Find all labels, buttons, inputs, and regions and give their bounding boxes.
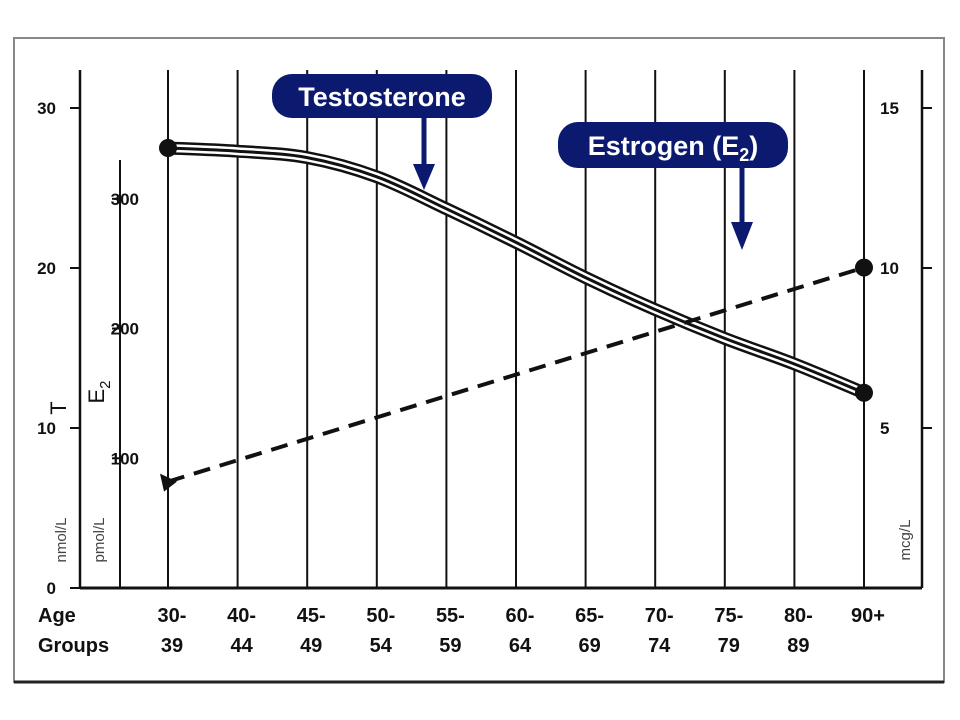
testosterone-arrow-head — [413, 164, 435, 190]
age-group-label-line1: 30- — [158, 605, 187, 627]
t-axis-label: T — [46, 401, 71, 414]
estrogen-line — [167, 265, 865, 484]
age-group-label-line1: 40- — [227, 605, 256, 627]
age-group-label-line2: 89 — [787, 635, 809, 657]
estrogen-badge-label: Estrogen (E2) — [588, 131, 759, 165]
row-label-age: Age — [38, 605, 76, 627]
testosterone-callout: Testosterone — [272, 74, 492, 190]
age-group-label-line2: 44 — [230, 635, 253, 657]
right-tick-label: 15 — [880, 99, 899, 118]
age-group-label-line2: 39 — [161, 635, 183, 657]
age-group-label-line2: 79 — [718, 635, 740, 657]
right-tick-label: 10 — [880, 259, 899, 278]
series-layer — [159, 139, 873, 492]
age-group-label-line2: 64 — [509, 635, 532, 657]
e2-tick-label: 100 — [111, 449, 139, 468]
right-unit-label: mcg/L — [897, 520, 914, 561]
e2-tick-label: 300 — [111, 190, 139, 209]
age-group-label-line1: 75- — [714, 605, 743, 627]
right-tick-label: 5 — [880, 419, 889, 438]
estrogen-start-point — [160, 473, 177, 492]
testosterone-line-inner — [166, 146, 866, 395]
t-axis-ticks: 0 10 20 30 — [37, 99, 80, 598]
outer-frame — [13, 37, 945, 683]
age-group-label-line1: 70- — [645, 605, 674, 627]
age-group-label-line2: 74 — [648, 635, 671, 657]
age-group-label-line2: 69 — [578, 635, 600, 657]
age-group-label-line2: 49 — [300, 635, 322, 657]
age-group-label-line2: 54 — [370, 635, 393, 657]
testosterone-badge — [272, 74, 492, 118]
e2-axis-label: E2 — [84, 380, 114, 403]
age-group-labels: Age Groups 30- 39 40- 44 45- 49 50- 54 55- 59 60- 6… — [38, 605, 885, 657]
age-group-label-line2: 59 — [439, 635, 461, 657]
estrogen-badge — [558, 122, 788, 168]
e2-unit-label: pmol/L — [91, 517, 108, 562]
estrogen-callout: Estrogen (E2) — [558, 122, 788, 250]
age-group-label-line1: 45- — [297, 605, 326, 627]
age-group-label-line1: 80- — [784, 605, 813, 627]
right-axis-ticks: 5 10 15 — [880, 99, 932, 438]
testosterone-badge-label: Testosterone — [298, 82, 466, 112]
t-tick-label: 10 — [37, 419, 56, 438]
e2-tick-label: 200 — [111, 320, 139, 339]
age-group-label-line1: 60- — [506, 605, 535, 627]
estrogen-end-point — [855, 258, 873, 277]
testosterone-start-point — [159, 139, 177, 157]
estrogen-arrow-head — [731, 222, 753, 250]
age-group-label-line1: 90+ — [851, 605, 885, 627]
age-group-label-line1: 50- — [366, 605, 395, 627]
age-group-label-line1: 65- — [575, 605, 604, 627]
t-unit-label: nmol/L — [53, 517, 70, 562]
row-label-groups: Groups — [38, 635, 109, 657]
age-group-label-line1: 55- — [436, 605, 465, 627]
e2-axis-ticks: 100 200 300 — [111, 190, 139, 468]
t-tick-label: 20 — [37, 259, 56, 278]
t-tick-label: 0 — [47, 579, 56, 598]
t-tick-label: 30 — [37, 99, 56, 118]
testosterone-end-point — [855, 383, 873, 402]
